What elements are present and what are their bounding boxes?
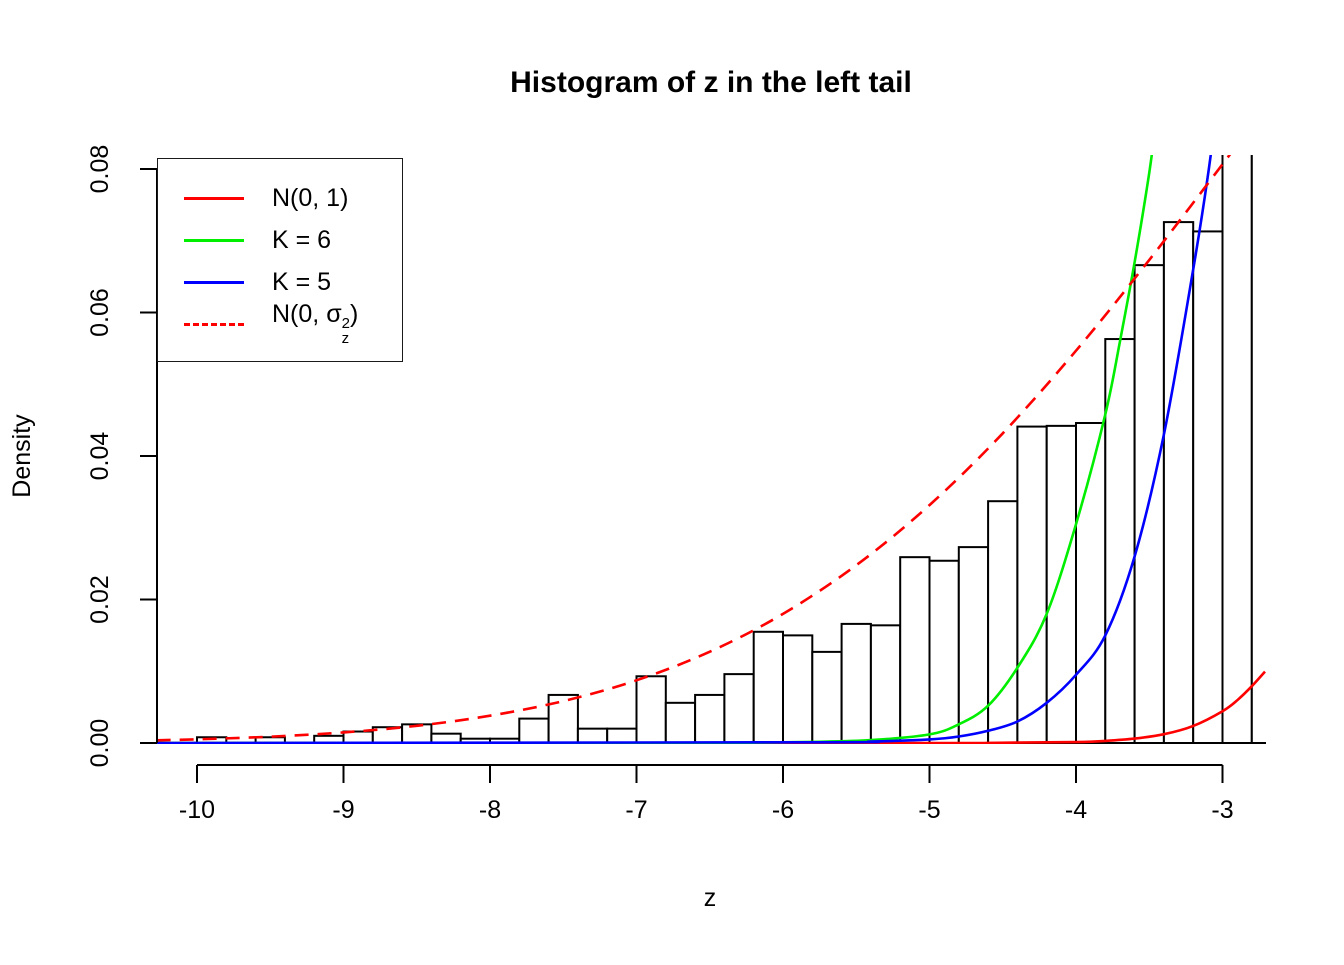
legend-item-k5: K = 5: [158, 261, 402, 303]
legend-label: N(0, 1): [272, 183, 349, 212]
x-tick-label: -4: [1065, 796, 1087, 824]
histogram-bar: [547, 693, 579, 744]
histogram-bar: [1192, 230, 1224, 744]
y-tick-label: 0.06: [86, 288, 114, 337]
histogram-bar: [694, 693, 726, 744]
legend-line-sample: [184, 196, 244, 200]
x-tick-label: -7: [625, 796, 647, 824]
x-tick-label: -3: [1211, 796, 1233, 824]
histogram-bar: [1016, 425, 1048, 744]
legend-line-sample: [184, 238, 244, 242]
legend-label: K = 5: [272, 267, 332, 296]
histogram-bar: [1162, 221, 1195, 744]
histogram-bar: [928, 559, 960, 744]
x-tick-label: -10: [179, 796, 215, 824]
histogram-bar: [1104, 338, 1136, 744]
histogram-bar: [899, 556, 931, 744]
histogram-bar: [957, 546, 990, 744]
y-axis-title: Density: [8, 414, 36, 498]
histogram-bar: [869, 624, 902, 744]
histogram-bar: [1045, 424, 1077, 744]
histogram-bar: [518, 717, 550, 744]
histogram-bar: [840, 622, 872, 744]
legend-item-nsigma: N(0, σ 2 z): [158, 300, 402, 347]
legend-item-k6: K = 6: [158, 219, 402, 261]
histogram-bar: [811, 650, 843, 744]
y-tick-label: 0.04: [86, 432, 114, 481]
histogram-bar: [1221, 155, 1253, 744]
histogram-bar: [401, 723, 433, 744]
legend-item-n01: N(0, 1): [158, 177, 402, 219]
y-tick-label: 0.00: [86, 719, 114, 768]
x-tick-label: -5: [918, 796, 940, 824]
x-tick-label: -9: [332, 796, 354, 824]
y-tick-label: 0.08: [86, 145, 114, 194]
x-tick-label: -8: [479, 796, 501, 824]
curve-k5: [156, 155, 1213, 744]
histogram-bar: [664, 701, 697, 744]
histogram-bar: [723, 673, 755, 744]
histogram-bar: [987, 500, 1019, 744]
legend-line-sample: [184, 322, 244, 326]
histogram-bar: [635, 675, 667, 744]
x-axis-title: z: [704, 884, 717, 912]
legend-line-sample: [184, 280, 244, 284]
chart-title: Histogram of z in the left tail: [510, 66, 912, 99]
histogram-bar: [1250, 155, 1266, 744]
curve-nsigma: [156, 155, 1232, 742]
legend-label: N(0, σ 2 z): [272, 300, 359, 347]
legend: N(0, 1) K = 6 K = 5 N(0, σ 2 z): [157, 158, 403, 362]
histogram-bar: [606, 727, 638, 744]
histogram-bar: [752, 630, 785, 744]
histogram-bar: [576, 727, 609, 744]
legend-label: K = 6: [272, 225, 332, 254]
y-tick-label: 0.02: [86, 575, 114, 624]
histogram-bar: [782, 634, 814, 744]
x-tick-label: -6: [772, 796, 794, 824]
